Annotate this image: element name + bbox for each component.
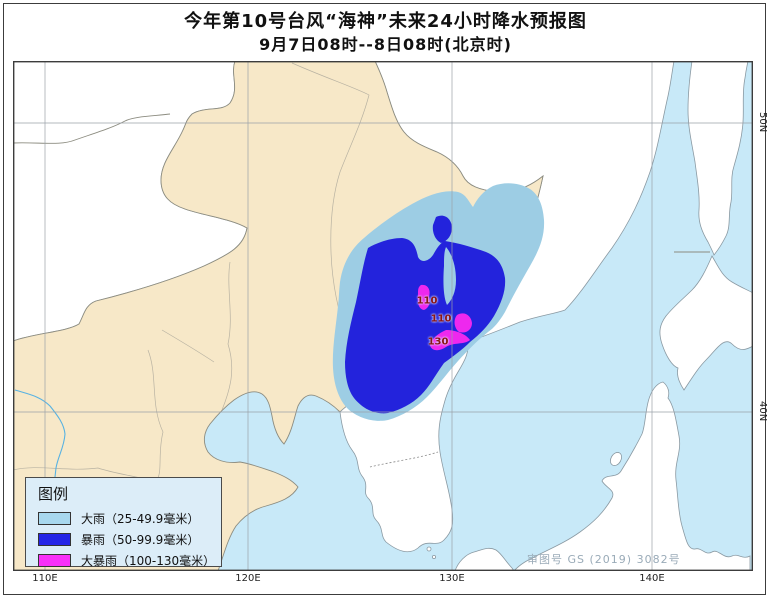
heavy-rain-swatch xyxy=(38,512,71,525)
map-frame xyxy=(13,61,753,571)
legend-item-label: 大暴雨（100-130毫米） xyxy=(81,554,216,568)
rain-area-severe xyxy=(417,284,472,351)
x-axis-label-130e: 130E xyxy=(439,573,465,584)
honshu-island xyxy=(513,381,751,571)
severe-rainstorm-swatch xyxy=(38,554,71,567)
legend-item-severe-rainstorm: 大暴雨（100-130毫米） xyxy=(38,550,221,571)
graticule xyxy=(13,61,753,571)
map-subtitle: 9月7日08时--8日08时(北京时) xyxy=(259,35,512,54)
legend-item-heavy-rain: 大雨（25-49.9毫米） xyxy=(38,508,221,529)
precip-max-label: 110 xyxy=(430,313,452,325)
x-axis-label-110e: 110E xyxy=(32,573,58,584)
legend-item-label: 暴雨（50-99.9毫米） xyxy=(81,533,200,547)
rain-area-storm xyxy=(345,215,506,414)
legend-title: 图例 xyxy=(38,485,69,503)
japan-islands xyxy=(454,61,753,571)
y-axis-label-40n: 40N xyxy=(757,401,768,422)
x-axis-label-120e: 120E xyxy=(235,573,261,584)
y-axis-label-50n: 50N xyxy=(757,112,768,133)
sakhalin-island xyxy=(687,61,749,256)
legend-item-rainstorm: 暴雨（50-99.9毫米） xyxy=(38,529,221,550)
legend-box: 图例 大雨（25-49.9毫米） 暴雨（50-99.9毫米） 大暴雨（100-1… xyxy=(25,477,222,568)
rainstorm-swatch xyxy=(38,533,71,546)
hokkaido-island xyxy=(659,255,753,391)
precip-max-label: 110 xyxy=(416,295,438,307)
sado-island xyxy=(610,452,622,466)
x-axis-label-140e: 140E xyxy=(639,573,665,584)
tsushima-island xyxy=(431,555,436,560)
map-title: 今年第10号台风“海神”未来24小时降水预报图 xyxy=(184,11,587,32)
legend-item-label: 大雨（25-49.9毫米） xyxy=(81,512,200,526)
tsushima-island xyxy=(426,546,432,552)
kyushu-island xyxy=(454,547,515,571)
map-approval-watermark: 审图号 GS (2019) 3082号 xyxy=(527,553,681,566)
precip-max-label: 130 xyxy=(427,336,449,348)
